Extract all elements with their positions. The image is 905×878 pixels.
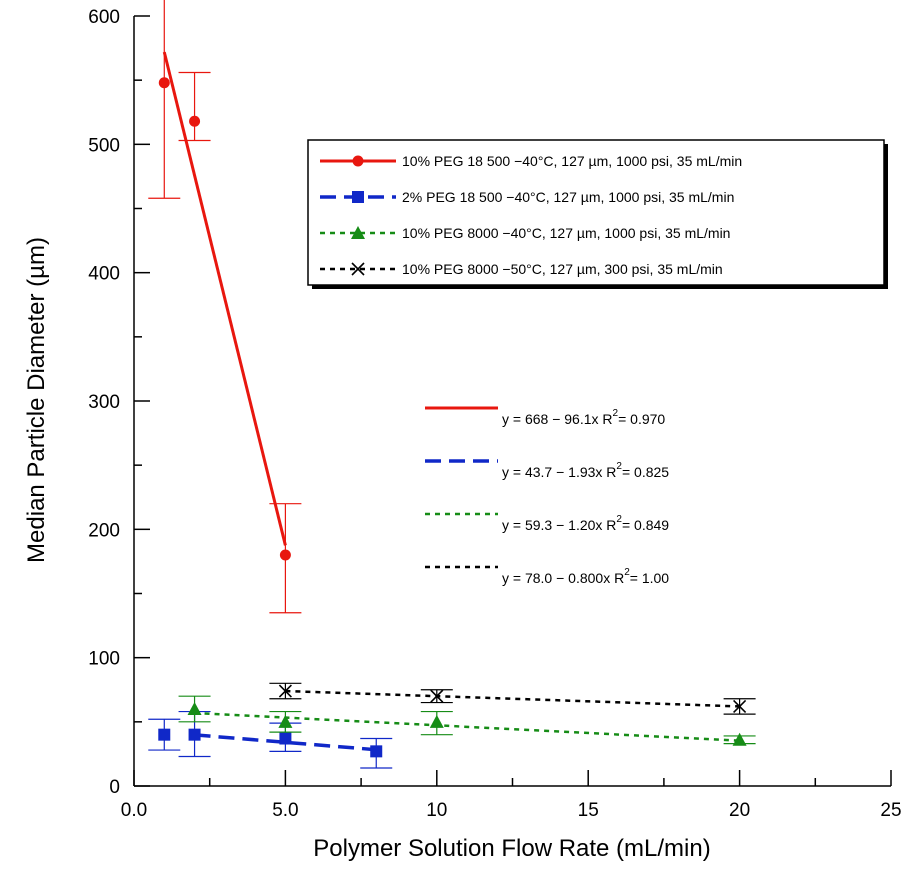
data-point-series-2: [732, 732, 747, 746]
legend: 10% PEG 18 500 −40°C, 127 µm, 1000 psi, …: [307, 139, 888, 289]
legend-marker-series-0: [352, 155, 364, 167]
r-squared-exponent: 2: [616, 461, 622, 472]
equation-text: y = 78.0 − 0.800x R2= 1.00: [502, 567, 669, 586]
equation-r-squared: = 0.849: [622, 517, 669, 533]
legend-marker-series-1: [352, 191, 364, 203]
data-point-series-3: [733, 699, 747, 713]
y-tick-label: 200: [88, 520, 120, 541]
r-squared-exponent: 2: [624, 567, 630, 578]
legend-label: 10% PEG 8000 −50°C, 127 µm, 300 psi, 35 …: [402, 261, 723, 277]
x-axis-title: Polymer Solution Flow Rate (mL/min): [313, 835, 710, 862]
x-tick-label: 15: [578, 800, 599, 821]
legend-marker-series-3: [351, 262, 365, 276]
data-point-series-0: [279, 549, 291, 561]
x-tick-label: 25: [880, 800, 901, 821]
y-tick-label: 500: [88, 135, 120, 156]
x-tick-label: 5.0: [272, 800, 298, 821]
fit-line-series-0: [162, 51, 287, 546]
y-tick-label: 400: [88, 264, 120, 285]
equation-text: y = 668 − 96.1x R2= 0.970: [502, 408, 665, 427]
x-tick-label: 10: [426, 800, 447, 821]
y-tick-label: 600: [88, 7, 120, 28]
data-point-series-1: [279, 732, 292, 745]
error-bar: [148, 0, 181, 199]
legend-label: 10% PEG 8000 −40°C, 127 µm, 1000 psi, 35…: [402, 225, 730, 241]
marker-x-stroke: [278, 684, 292, 698]
y-tick-label: 100: [88, 649, 120, 670]
equation-r-squared: = 0.970: [618, 411, 665, 427]
data-point-series-2: [278, 714, 293, 728]
equation-formula: y = 78.0 − 0.800x R: [502, 570, 624, 586]
x-tick-label: 20: [729, 800, 750, 821]
data-point-series-0: [158, 77, 170, 89]
fit-line-series-1: [194, 733, 377, 752]
x-tick-label: 0.0: [121, 800, 147, 821]
equation-r-squared: = 0.825: [622, 464, 669, 480]
y-tick-label: 300: [88, 392, 120, 413]
y-axis-title: Median Particle Diameter (µm): [23, 237, 50, 563]
legend-box: [307, 139, 885, 286]
equation-formula: y = 59.3 − 1.20x R: [502, 517, 616, 533]
data-point-series-3: [430, 689, 444, 703]
equation-formula: y = 43.7 − 1.93x R: [502, 464, 616, 480]
data-point-series-1: [188, 728, 201, 741]
data-point-series-2: [187, 702, 202, 715]
axes: 0 100 200 300 400 500 600 0.0 5.0 10 15 20 25: [88, 7, 901, 821]
data-point-series-1: [158, 728, 171, 741]
fit-line-series-3: [285, 689, 740, 708]
equation-r-squared: = 1.00: [630, 570, 670, 586]
error-bar: [178, 71, 211, 142]
data-marks: [148, 0, 756, 769]
legend-label: 2% PEG 18 500 −40°C, 127 µm, 1000 psi, 3…: [402, 189, 734, 205]
equation-formula: y = 668 − 96.1x R: [502, 411, 613, 427]
marker-x-stroke: [733, 699, 747, 713]
data-point-series-3: [278, 684, 292, 698]
r-squared-exponent: 2: [613, 408, 619, 419]
data-point-series-0: [189, 115, 201, 127]
r-squared-exponent: 2: [616, 514, 622, 525]
data-point-series-2: [429, 714, 444, 728]
equation-text: y = 43.7 − 1.93x R2= 0.825: [502, 461, 669, 480]
equation-text: y = 59.3 − 1.20x R2= 0.849: [502, 514, 669, 533]
marker-x-stroke: [430, 689, 444, 703]
legend-marker-series-2: [351, 226, 365, 239]
legend-label: 10% PEG 18 500 −40°C, 127 µm, 1000 psi, …: [402, 153, 742, 169]
data-point-series-1: [370, 745, 383, 758]
fit-line-series-2: [194, 711, 740, 742]
marker-x-stroke: [351, 262, 365, 276]
y-tick-label: 0: [109, 777, 120, 798]
